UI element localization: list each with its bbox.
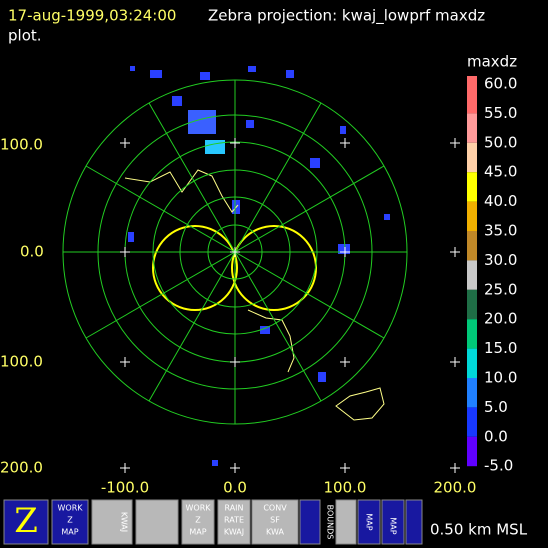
button-label: Z [67,516,73,525]
colorbar-label: 60.0 [484,75,517,93]
colorbar-label: 10.0 [484,369,517,387]
toolbar-button[interactable] [381,499,405,545]
button-label: WORK [57,504,83,513]
grid-marker [230,247,240,257]
button-label: Z [195,516,201,525]
toolbar-button[interactable] [357,499,381,545]
x-axis-label: 100.0 [324,479,367,497]
y-axis-label: 100.0 [0,136,43,154]
grid-marker [120,138,130,148]
title: Zebra projection: kwaj_lowprf maxdz [208,7,485,26]
colorbar-label: 25.0 [484,280,517,298]
colorbar-segment [467,289,477,320]
colorbar-label: 45.0 [484,163,517,181]
colorbar-segment [467,378,477,408]
colorbar-field: maxdz [467,53,517,71]
colorbar-label: 30.0 [484,251,517,269]
coastline [124,169,239,213]
colorbar-label: 55.0 [484,104,517,122]
colorbar-segment [467,319,477,349]
button-label: RATE [224,516,244,525]
y-axis-label: 0.0 [20,243,44,261]
colorbar-segment [467,348,477,378]
grid-marker [230,463,240,473]
toolbar-button[interactable] [217,499,251,545]
colorbar-segment [467,231,477,261]
toolbar-button[interactable] [91,499,133,545]
coastline [247,309,295,373]
button-label: KWAJ [120,512,129,532]
button-label: CONV [263,504,287,513]
colorbar-segment [467,260,477,290]
range-lobe [231,225,317,311]
toolbar-button[interactable] [135,499,179,545]
colorbar-label: -5.0 [484,457,513,475]
colorbar-segment [467,407,477,437]
z-logo: Z [14,501,38,541]
grid-marker [450,138,460,148]
colorbar-label: 35.0 [484,222,517,240]
button-label: RAIN [224,504,243,513]
x-axis-label: -100.0 [101,479,149,497]
button-label: SF [270,516,280,525]
toolbar-button[interactable] [251,499,299,545]
button-label: BOUNDS [326,505,335,540]
button-label: MAP [189,528,206,537]
island [335,387,385,421]
x-axis-label: 0.0 [223,479,247,497]
colorbar-label: 40.0 [484,192,517,210]
radar-plot [62,66,460,473]
y-axis-label: 100.0 [0,353,43,371]
button-label: KWA [266,528,284,537]
colorbar-segment [467,436,477,467]
colorbar-label: 15.0 [484,339,517,357]
colorbar-segment [467,113,477,143]
altitude: 0.50 km MSL [430,521,528,539]
grid-marker [120,357,130,367]
toolbar-button[interactable] [299,499,321,545]
toolbar-button[interactable] [3,499,49,545]
button-label: MAP [365,513,374,530]
toolbar-button[interactable] [181,499,215,545]
colorbar-label: 20.0 [484,310,517,328]
colorbar-label: 0.0 [484,427,508,445]
y-axis-label: 200.0 [0,459,43,477]
colorbar-segment [467,76,477,114]
button-label: WORK [185,504,211,513]
grid-marker [230,357,240,367]
button-label: MAP [61,528,78,537]
toolbar-button[interactable] [51,499,89,545]
grid-marker [340,247,350,257]
grid-marker [120,247,130,257]
time: 17-aug-1999,03:24:00 [8,7,176,25]
x-axis-label: 200.0 [434,479,477,497]
grid-marker [120,463,130,473]
grid-marker [340,357,350,367]
colorbar-label: 5.0 [484,398,508,416]
grid-marker [340,463,350,473]
title-cont: plot. [8,27,42,45]
grid-marker [450,463,460,473]
button-label: KWAJ [224,528,244,537]
range-lobe [152,225,238,311]
toolbar-button[interactable] [335,499,357,545]
colorbar-label: 50.0 [484,133,517,151]
grid-marker [340,138,350,148]
grid-marker [230,138,240,148]
colorbar-segment [467,142,477,173]
colorbar-segment [467,201,477,231]
button-label: MAP [389,517,398,534]
grid-marker [450,357,460,367]
toolbar: Z WORK Z MAP KWAJ WORK Z MAP RAIN RATE KWAJ CONV SF K… [0,498,548,548]
colorbar-segment [467,172,477,202]
grid-marker [450,247,460,257]
toolbar-button[interactable] [405,499,423,545]
